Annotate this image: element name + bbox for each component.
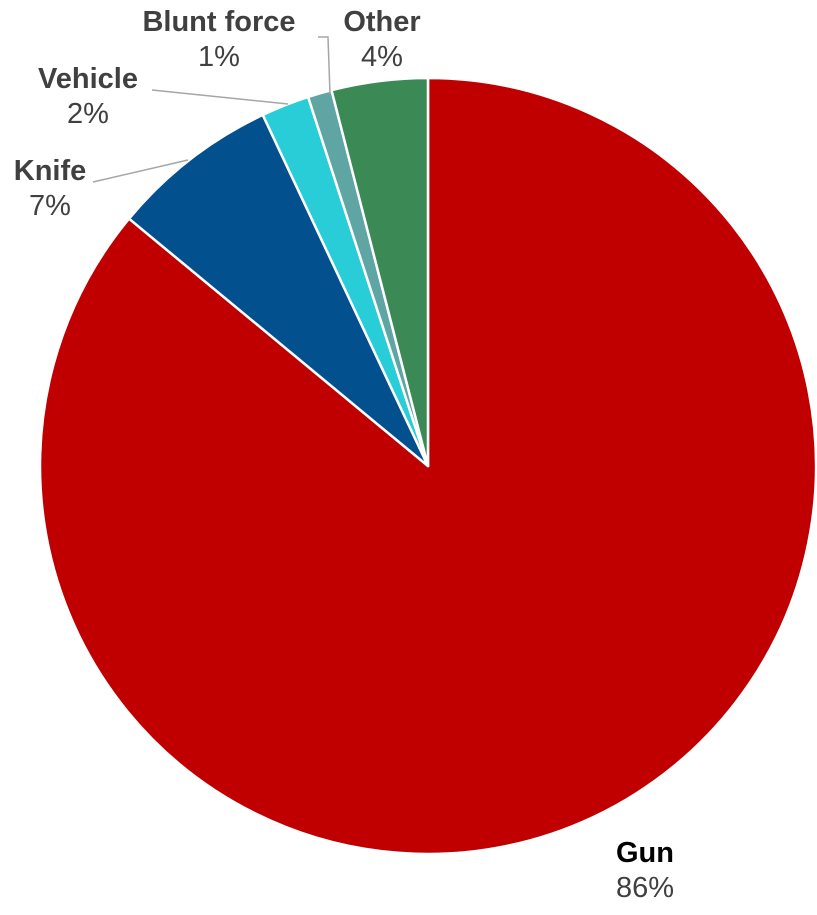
category-label-blunt-force: Blunt force [142,6,295,38]
leader-line-knife [92,159,189,183]
category-label-other: Other [343,6,420,38]
percent-label-gun: 86% [616,872,674,904]
category-label-vehicle: Vehicle [38,63,138,95]
leader-lines [92,36,331,183]
percent-label-vehicle: 2% [67,98,109,130]
category-label-knife: Knife [14,155,87,187]
pie-slice-knife [127,113,430,468]
category-label-gun: Gun [616,837,674,869]
leader-line-vehicle [151,89,289,105]
leader-line-blunt-force [318,36,331,95]
percent-label-blunt-force: 1% [198,41,240,73]
percent-label-knife: 7% [29,190,71,222]
percent-label-other: 4% [361,41,403,73]
pie-slices [38,76,817,856]
pie-slice-other [330,76,430,468]
